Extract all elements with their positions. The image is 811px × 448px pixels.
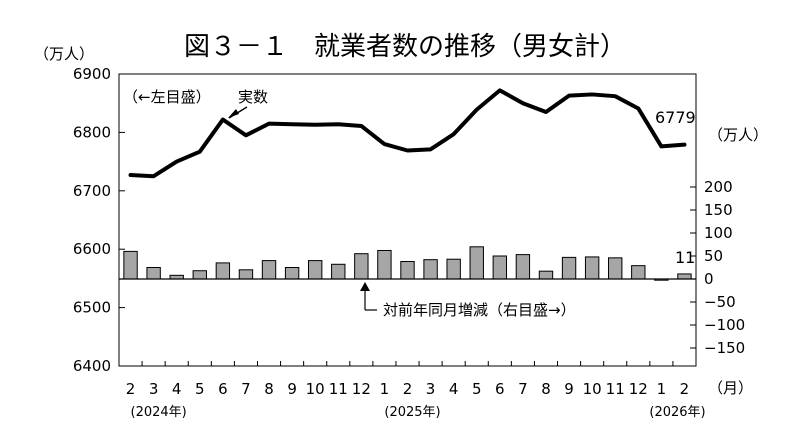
x-axis-tick-label: 5 — [195, 380, 205, 398]
bar-change-18 — [538, 270, 554, 280]
bar-change-12 — [400, 261, 415, 280]
line-label: 実数 — [238, 88, 268, 106]
bar-change-8 — [307, 260, 323, 280]
plot-frame — [118, 73, 697, 367]
right-axis-ticks: −150 −100 −50 0 50 100 150 200 — [690, 178, 745, 357]
x-axis-tick-label: 1 — [380, 380, 390, 398]
x-axis-tick-label: 7 — [241, 380, 251, 398]
right-axis-tick-label: 100 — [704, 224, 733, 242]
left-axis-tick-label: 6600 — [73, 240, 111, 258]
x-axis-tick-label: 3 — [149, 380, 159, 398]
bar-change-24 — [677, 273, 692, 280]
bar-change-5 — [238, 269, 254, 280]
x-axis-tick-label: 11 — [329, 380, 348, 398]
x-axis-tick-label: 6 — [495, 380, 505, 398]
bar-change-16 — [492, 255, 508, 280]
line-label-prefix: （←左目盛） — [123, 88, 211, 106]
x-axis-tick-label: 2 — [403, 380, 413, 398]
right-axis-tick-label: 50 — [704, 247, 723, 265]
right-axis-tick-label: 200 — [704, 178, 733, 196]
x-axis-ticks: 2 3 4 5 6 7 8 9 10 11 12 1 2 3 4 5 6 7 8 9 10 11 12 1 2 — [118, 361, 697, 398]
bar-change-21 — [608, 257, 623, 280]
x-axis-tick-label: 4 — [172, 380, 182, 398]
bar-label: 対前年同月増減（右目盛→） — [383, 301, 576, 319]
right-axis-tick-label: −50 — [704, 293, 736, 311]
x-axis-tick-label: 10 — [306, 380, 325, 398]
x-axis-tick-label: 9 — [287, 380, 297, 398]
left-axis-tick-label: 6700 — [73, 182, 111, 200]
year-label: (2024年) — [131, 405, 187, 420]
x-axis-tick-label: 8 — [541, 380, 551, 398]
x-axis-tick-label: 5 — [472, 380, 482, 398]
bar-change-19 — [561, 256, 577, 280]
left-axis-tick-label: 6900 — [73, 65, 111, 83]
bar-label-arrowhead — [360, 282, 370, 291]
bar-change-22 — [631, 265, 646, 280]
bar-change-13 — [423, 259, 438, 280]
x-axis-tick-label: 9 — [564, 380, 574, 398]
bar-change-10 — [354, 253, 369, 280]
x-axis-tick-label: 2 — [680, 380, 690, 398]
bar-change-11 — [377, 249, 392, 280]
bar-change-3 — [192, 270, 207, 280]
bar-change-17 — [515, 254, 531, 280]
right-axis-tick-label: −100 — [704, 316, 745, 334]
chart-title: 図３－１ 就業者数の推移（男女計） — [184, 32, 626, 62]
x-axis-tick-label: 7 — [518, 380, 528, 398]
x-axis-tick-label: 6 — [218, 380, 228, 398]
year-label: (2025年) — [384, 405, 440, 420]
line-series-actual — [128, 88, 687, 179]
bar-change-0 — [123, 250, 138, 280]
bar-change-9 — [331, 263, 346, 280]
left-axis-tick-label: 6400 — [73, 357, 111, 375]
left-axis-unit-label: （万人） — [34, 45, 94, 63]
x-axis-tick-label: 1 — [657, 380, 667, 398]
bar-change-20 — [584, 256, 600, 280]
x-axis-tick-label: 8 — [264, 380, 274, 398]
bar-change-15 — [469, 246, 484, 280]
right-axis-unit-label: （万人） — [708, 126, 768, 144]
left-axis-ticks: 6400 6500 6600 6700 6800 6900 — [73, 65, 125, 375]
x-axis-tick-label: 2 — [126, 380, 136, 398]
right-axis-tick-label: −150 — [704, 339, 745, 357]
x-axis-tick-label: 12 — [629, 380, 648, 398]
x-axis-tick-label: 3 — [426, 380, 436, 398]
left-axis-tick-label: 6800 — [73, 123, 111, 141]
bar-change-4 — [215, 262, 231, 280]
bar-change-6 — [261, 260, 277, 280]
bar-change-14 — [446, 258, 461, 280]
x-axis-tick-label: 11 — [606, 380, 625, 398]
bar-change-1 — [146, 267, 161, 280]
x-axis-tick-label: 4 — [449, 380, 459, 398]
x-axis-unit-label: （月） — [708, 379, 753, 397]
last-line-value-label: 6779 — [655, 108, 696, 127]
bar-series-change — [123, 246, 692, 281]
year-labels: (2024年) (2025年) (2026年) — [131, 405, 706, 420]
bar-change-7 — [284, 267, 300, 280]
line-label-arrowhead — [228, 109, 239, 118]
year-label: (2026年) — [649, 405, 705, 420]
x-axis-tick-label: 12 — [352, 380, 371, 398]
right-axis-tick-label: 150 — [704, 201, 733, 219]
right-axis-tick-label: 0 — [704, 270, 714, 288]
left-axis-tick-label: 6500 — [73, 299, 111, 317]
last-bar-value-label: 11 — [675, 248, 695, 267]
x-axis-tick-label: 10 — [583, 380, 602, 398]
